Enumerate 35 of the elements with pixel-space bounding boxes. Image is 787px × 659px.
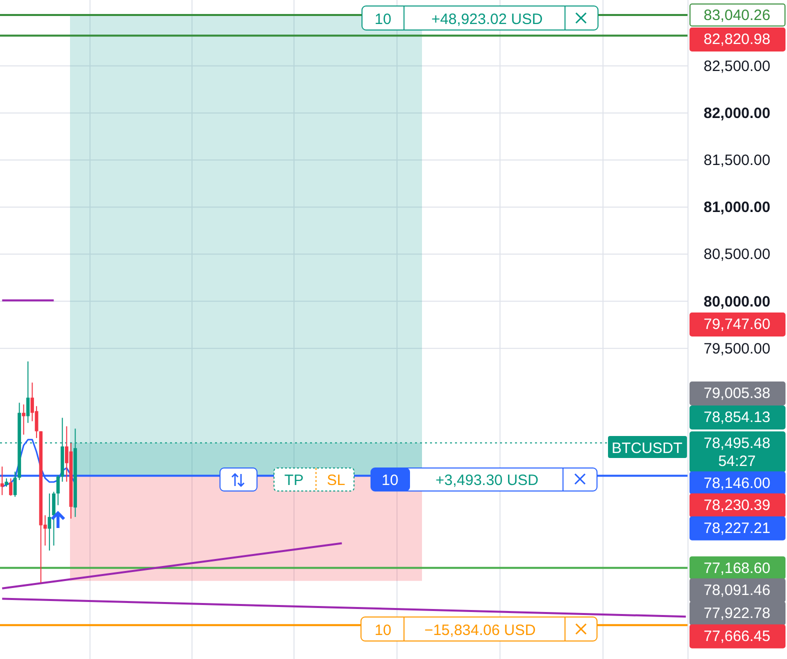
text: 82,820.98 [704, 31, 770, 48]
text: 78,854.13 [704, 409, 770, 426]
annotation: 10 [374, 622, 392, 639]
text: 78,230.39 [704, 496, 770, 514]
text: 79,005.38 [704, 385, 770, 402]
annotation: +48,923.02 USD [431, 11, 543, 28]
annotation: TP [284, 472, 304, 489]
annotation: 10 [382, 472, 398, 489]
ref-line-label: 77,168.60 [704, 560, 770, 577]
text: 79,747.60 [704, 316, 770, 333]
y-tick-label: 82,000.00 [704, 104, 770, 122]
text: 77,666.45 [704, 628, 770, 645]
ref-line-label: 78,146.00 [704, 474, 770, 492]
candlestick [9, 478, 12, 496]
text: 78,227.21 [704, 520, 770, 537]
y-tick-label: 81,000.00 [704, 199, 770, 216]
annotation: −15,834.06 USD [424, 622, 536, 639]
y-tick-label: 79,500.00 [704, 340, 770, 358]
annotation: 10 [374, 11, 392, 28]
annotation: +3,493.30 USD [436, 472, 539, 489]
ref-line-label: 78,495.48 54:27 [704, 434, 770, 470]
y-tick-label: 82,500.00 [704, 58, 770, 75]
candlestick [22, 404, 26, 436]
text: 78,091.46 [704, 582, 770, 599]
y-tick-label: 80,000.00 [704, 293, 770, 310]
annotation: SL [326, 472, 346, 489]
y-tick-label: 81,500.00 [704, 152, 770, 170]
candlestick [52, 491, 56, 546]
ref-line-label: 83,040.26 [704, 7, 770, 24]
candlestick [13, 471, 17, 498]
candlestick [0, 466, 4, 496]
y-tick-label: 80,500.00 [704, 246, 770, 264]
annotation: BTCUSDT [612, 440, 682, 457]
text: 77,922.78 [704, 604, 770, 622]
candlestick [56, 474, 60, 506]
